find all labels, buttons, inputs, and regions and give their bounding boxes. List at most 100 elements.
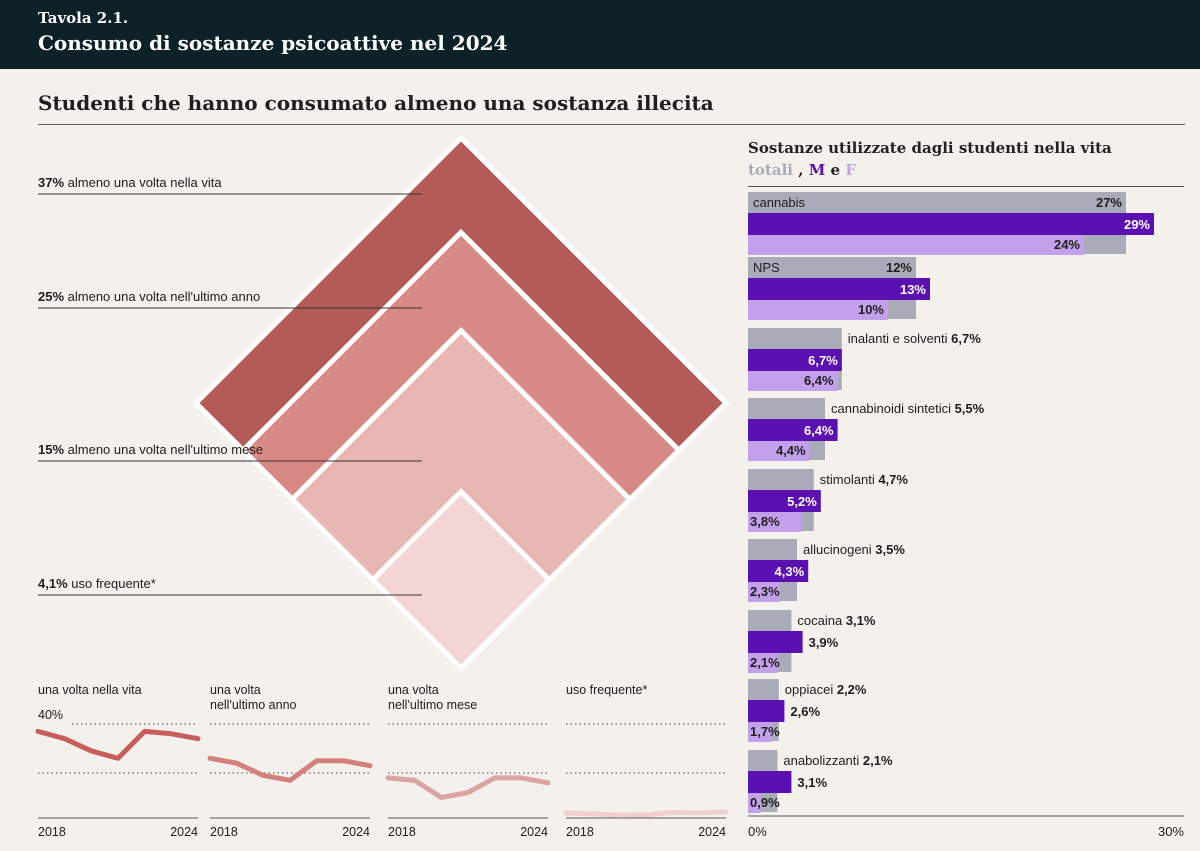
- category-name: allucinogeni: [803, 542, 875, 557]
- bar-chart-legend: totali , M e F: [748, 161, 856, 179]
- bar-femmine: [748, 441, 810, 461]
- bar-chart-title: Sostanze utilizzate dagli studenti nella…: [748, 139, 1112, 157]
- category-label: cocaina 3,1%: [797, 613, 875, 628]
- trend-title-2: una volta: [210, 683, 261, 697]
- trend-x-start: 2018: [388, 825, 416, 839]
- bar-femmine: [748, 582, 781, 602]
- trend-line-1: [35, 728, 201, 761]
- bar-chart: cannabis 27%29% 24% NPS 12% 13% 10% inalanti e …: [748, 192, 1184, 839]
- trend-title-3: nell'ultimo mese: [388, 698, 477, 712]
- legend-totali: totali: [748, 161, 793, 179]
- category-label: inalanti e solventi 6,7%: [848, 331, 981, 346]
- value-label-maschi: 2,6%: [790, 704, 820, 719]
- diamond-label-2: 25% almeno una volta nell'ultimo anno: [38, 289, 260, 304]
- trend-x-end: 2024: [342, 825, 370, 839]
- bar-maschi: [748, 278, 930, 300]
- diamond-label-3: 15% almeno una volta nell'ultimo mese: [38, 442, 263, 457]
- trend-title-4: uso frequente*: [566, 683, 647, 697]
- category-name: stimolanti: [820, 472, 879, 487]
- value-label-totali: 2,2%: [837, 682, 867, 697]
- bar-femmine: [748, 512, 802, 532]
- trend-title-1: una volta nella vita: [38, 683, 142, 697]
- trend-line-4: [563, 809, 729, 818]
- bar-maschi: [748, 213, 1154, 235]
- bar-chart-divider: [748, 186, 1184, 187]
- value-label-maschi: 4,3%: [775, 564, 805, 579]
- value-label-maschi: 3,1%: [797, 775, 827, 790]
- value-label-femmine: 2,3%: [750, 584, 780, 599]
- trend-y-label: 40%: [38, 708, 63, 722]
- bar-femmine: [748, 653, 778, 673]
- section-title: Studenti che hanno consumato almeno una …: [38, 91, 714, 115]
- value-label-totali: 27%: [1096, 195, 1122, 210]
- value-label-maschi: 3,9%: [809, 635, 839, 650]
- diamond-label-value: 15%: [38, 442, 68, 457]
- diamond-label-value: 37%: [38, 175, 68, 190]
- diamond-label-value: 25%: [38, 289, 68, 304]
- bar-femmine: [748, 793, 761, 813]
- page-title: Consumo di sostanze psicoattive nel 2024: [38, 31, 508, 55]
- value-label-totali: 3,5%: [875, 542, 905, 557]
- bar-maschi: [748, 560, 809, 582]
- category-name: anabolizzanti: [783, 753, 863, 768]
- diamond-label-text: almeno una volta nell'ultimo anno: [68, 289, 261, 304]
- trend-title-2: nell'ultimo anno: [210, 698, 297, 712]
- category-label: NPS: [753, 260, 780, 275]
- trend-x-end: 2024: [170, 825, 198, 839]
- legend-maschi: M: [808, 161, 826, 179]
- x-tick-min: 0%: [748, 824, 767, 839]
- bar-maschi: [748, 349, 842, 371]
- bar-femmine: [748, 300, 888, 320]
- trend-line-3: [385, 775, 551, 800]
- value-label-totali: 5,5%: [955, 401, 985, 416]
- category-name: oppiacei: [785, 682, 837, 697]
- category-name: cocaina: [797, 613, 845, 628]
- bar-femmine: [748, 235, 1084, 255]
- category-label: oppiacei 2,2%: [785, 682, 867, 697]
- diamond-label-text: uso frequente*: [71, 576, 156, 591]
- value-label-maschi: 6,7%: [808, 353, 838, 368]
- bar-femmine: [748, 371, 838, 391]
- value-label-femmine: 3,8%: [750, 514, 780, 529]
- value-label-femmine: 0,9%: [750, 795, 780, 810]
- diamond-label-text: almeno una volta nell'ultimo mese: [68, 442, 263, 457]
- diamond-label-text: almeno una volta nella vita: [68, 175, 223, 190]
- category-name: inalanti e solventi: [848, 331, 951, 346]
- trend-x-start: 2018: [210, 825, 238, 839]
- legend-separator: ,: [798, 161, 804, 179]
- value-label-femmine: 1,7%: [750, 724, 780, 739]
- bar-maschi: [748, 419, 838, 441]
- trend-x-end: 2024: [698, 825, 726, 839]
- category-label: cannabis: [753, 195, 806, 210]
- value-label-totali: 3,1%: [846, 613, 876, 628]
- bar-maschi: [748, 631, 803, 653]
- bar-femmine: [748, 722, 772, 742]
- table-number: Tavola 2.1.: [38, 9, 129, 27]
- value-label-femmine: 10%: [858, 302, 884, 317]
- diamond-label-4: 4,1% uso frequente*: [38, 576, 156, 591]
- value-label-totali: 4,7%: [878, 472, 908, 487]
- trend-title-3: una volta: [388, 683, 439, 697]
- value-label-femmine: 6,4%: [804, 373, 834, 388]
- bar-maschi: [748, 771, 792, 793]
- value-label-femmine: 24%: [1054, 237, 1080, 252]
- value-label-femmine: 4,4%: [776, 443, 806, 458]
- category-name: cannabinoidi sintetici: [831, 401, 955, 416]
- legend-conjunction: e: [830, 161, 841, 179]
- diamond-label-value: 4,1%: [38, 576, 71, 591]
- diamond-level-4: [369, 488, 553, 672]
- value-label-maschi: 6,4%: [804, 423, 834, 438]
- value-label-totali: 2,1%: [863, 753, 893, 768]
- value-label-maschi: 13%: [900, 282, 926, 297]
- trend-x-start: 2018: [566, 825, 594, 839]
- value-label-totali: 6,7%: [951, 331, 981, 346]
- diamond-chart: 37% almeno una volta nella vita 25% almen…: [35, 134, 730, 839]
- legend-femmine: F: [845, 161, 856, 179]
- trend-x-end: 2024: [520, 825, 548, 839]
- category-label: cannabinoidi sintetici 5,5%: [831, 401, 985, 416]
- value-label-maschi: 29%: [1124, 217, 1150, 232]
- value-label-maschi: 5,2%: [787, 494, 817, 509]
- category-label: allucinogeni 3,5%: [803, 542, 905, 557]
- bar-maschi: [748, 490, 821, 512]
- header-bar: Tavola 2.1. Consumo di sostanze psicoatt…: [0, 0, 1200, 69]
